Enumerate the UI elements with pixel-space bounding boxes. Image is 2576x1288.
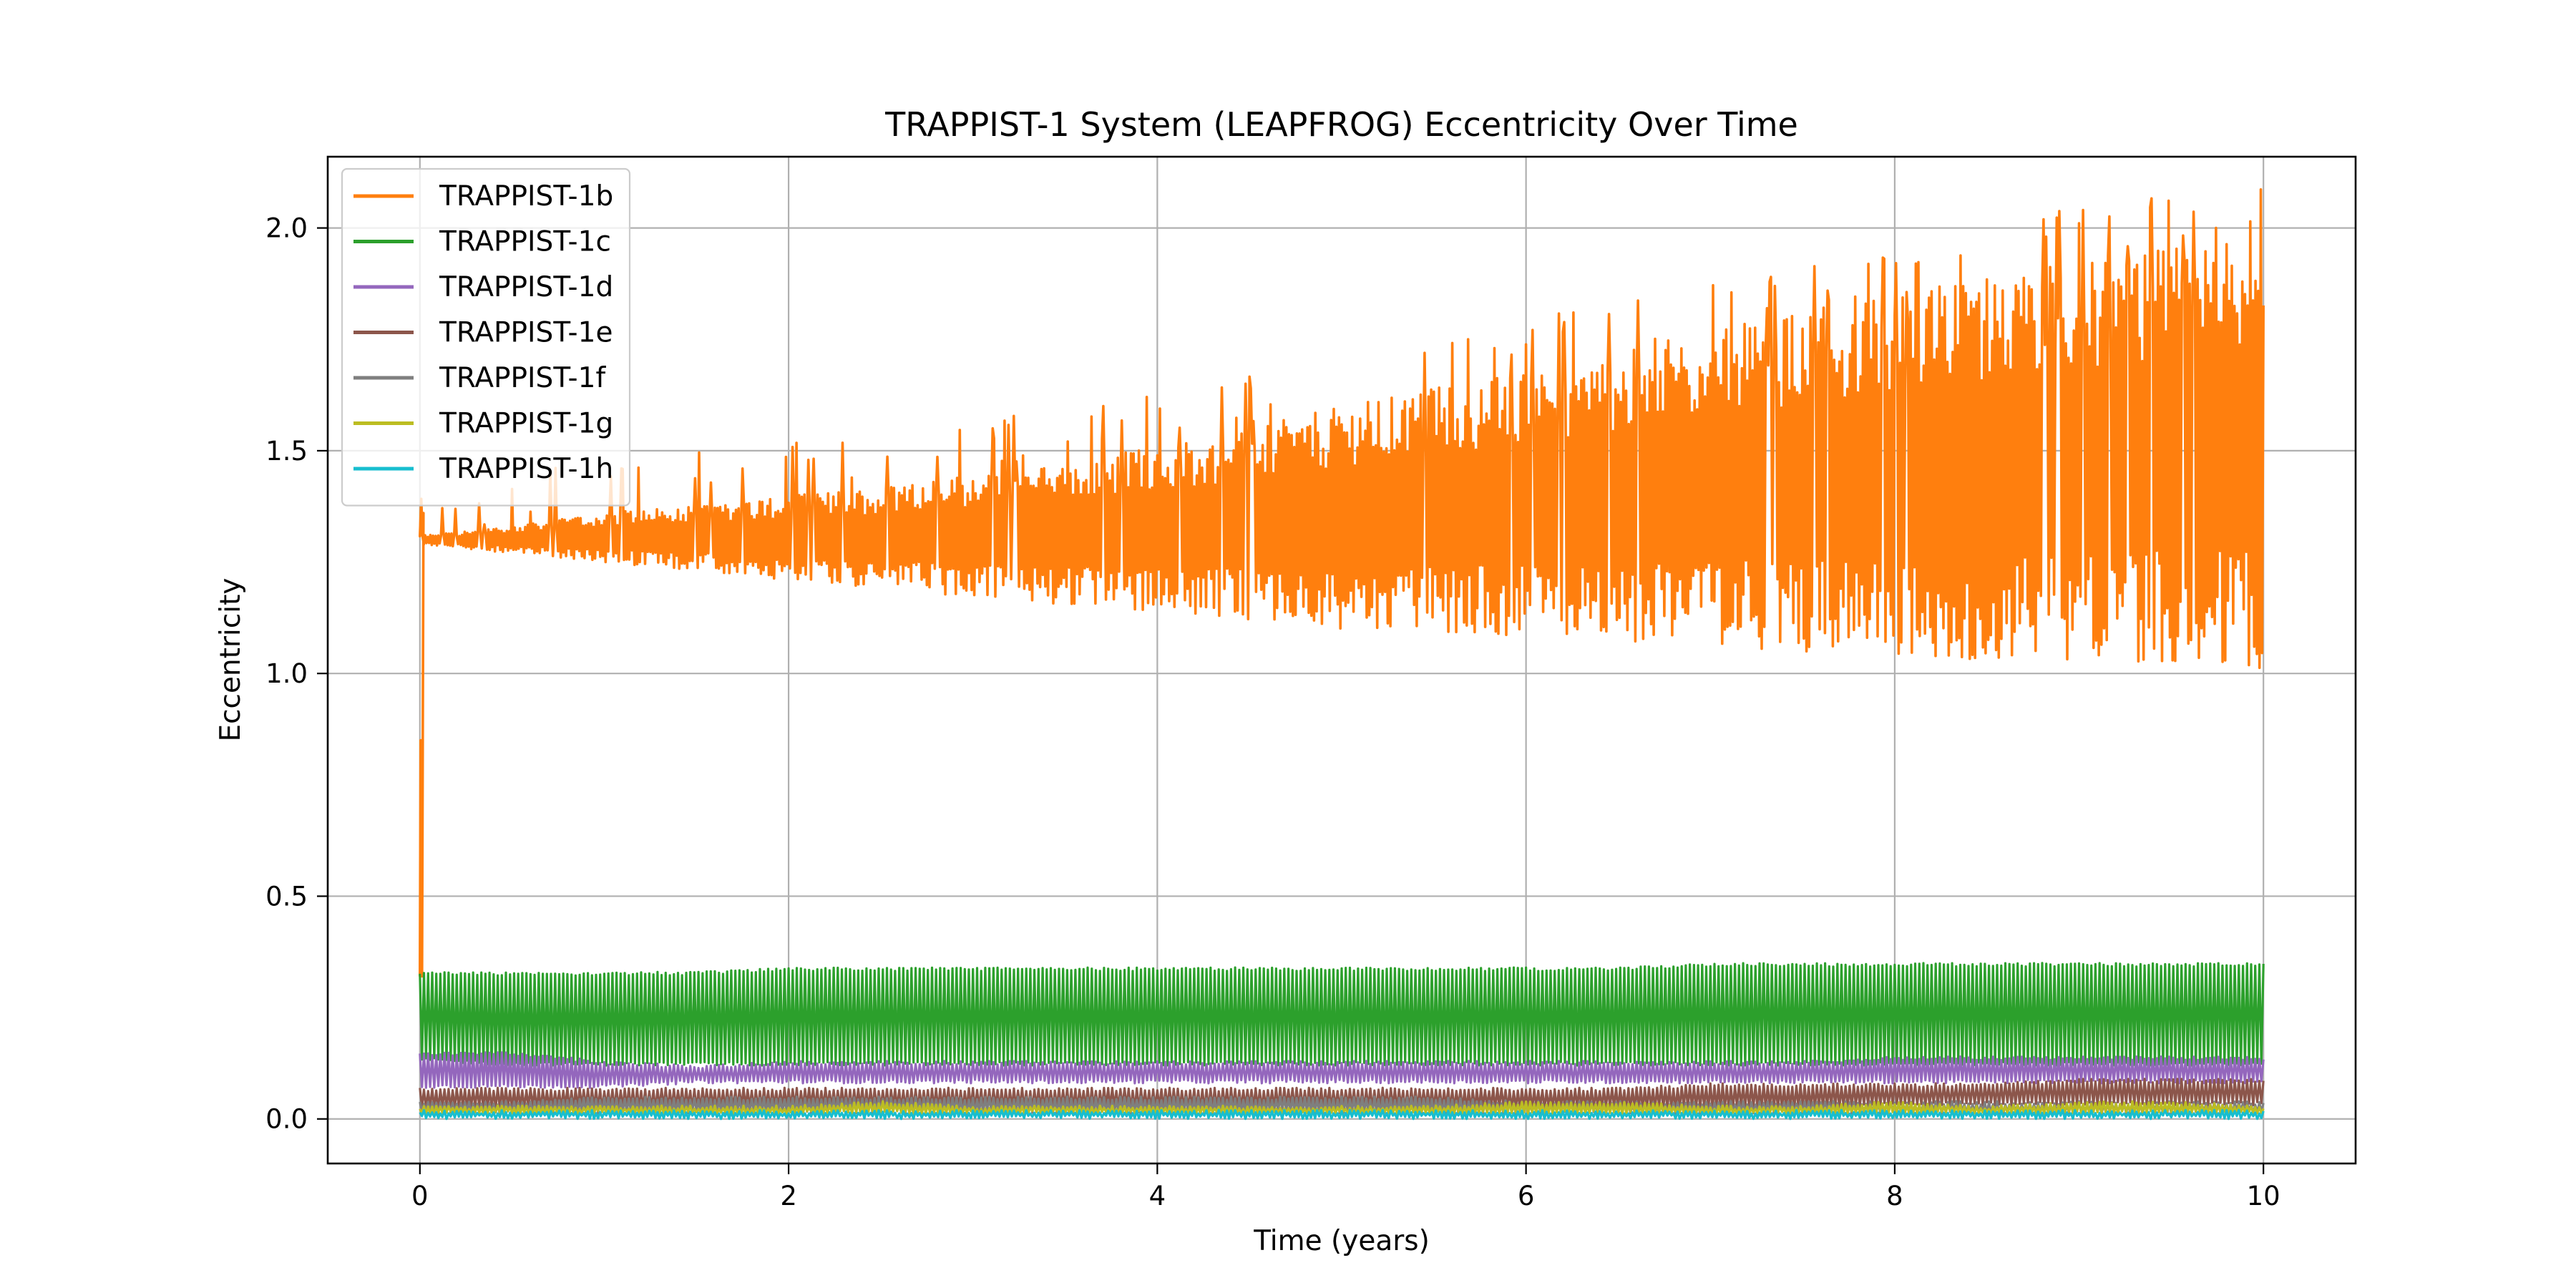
series-trappist-1d	[419, 1051, 2265, 1089]
legend-item: TRAPPIST-1h	[353, 453, 613, 485]
legend-item: TRAPPIST-1d	[353, 271, 613, 303]
x-axis-label: Time (years)	[1253, 1225, 1430, 1257]
legend-label: TRAPPIST-1h	[439, 453, 613, 485]
x-tick-label: 2	[780, 1181, 797, 1211]
x-tick-label: 4	[1149, 1181, 1166, 1211]
y-axis-label: Eccentricity	[215, 577, 247, 741]
plot-frame	[326, 155, 2357, 1165]
series-trappist-1h	[419, 1108, 2265, 1121]
series-trappist-1f	[419, 1096, 2265, 1116]
legend-box	[341, 167, 631, 507]
series-line	[419, 1051, 2265, 1089]
y-tick-label: 1.0	[265, 658, 308, 689]
legend-label: TRAPPIST-1c	[439, 226, 611, 258]
y-tick-label: 1.5	[265, 436, 308, 467]
legend-item: TRAPPIST-1b	[353, 180, 613, 213]
y-tick-label: 2.0	[265, 213, 308, 244]
x-tick-label: 6	[1518, 1181, 1535, 1211]
series-trappist-1g	[419, 1100, 2265, 1116]
y-tick-label: 0.5	[265, 881, 308, 912]
x-tick-label: 10	[2247, 1181, 2280, 1211]
series-trappist-1c	[419, 962, 2265, 1067]
legend-item: TRAPPIST-1c	[353, 226, 611, 258]
series-trappist-1b	[419, 188, 2265, 978]
legend-item: TRAPPIST-1f	[353, 362, 606, 394]
legend-item: TRAPPIST-1e	[353, 317, 613, 349]
series-trappist-1e	[419, 1078, 2265, 1111]
legend-label: TRAPPIST-1d	[439, 271, 613, 303]
series-line	[419, 188, 2265, 978]
x-tick-label: 0	[411, 1181, 429, 1211]
y-tick-label: 0.0	[265, 1104, 308, 1135]
legend-item: TRAPPIST-1g	[353, 408, 613, 440]
series-line	[419, 1096, 2265, 1116]
series-line	[419, 962, 2265, 1067]
legend: TRAPPIST-1b TRAPPIST-1c TRAPPIST-1d TRAPPIS…	[341, 167, 631, 507]
series-line	[419, 1078, 2265, 1111]
series-line	[419, 1100, 2265, 1116]
legend-label: TRAPPIST-1e	[439, 317, 613, 349]
chart-title: TRAPPIST-1 System (LEAPFROG) Eccentricit…	[884, 105, 1798, 144]
x-tick-label: 8	[1886, 1181, 1903, 1211]
legend-label: TRAPPIST-1b	[439, 180, 613, 213]
legend-label: TRAPPIST-1f	[439, 362, 606, 394]
axis-ticks: 0 2 4 6 8 10 0.0 0.5 1.0 1.5 2.0	[265, 213, 2280, 1211]
series-line	[419, 1108, 2265, 1121]
legend-label: TRAPPIST-1g	[439, 408, 613, 440]
series-layer	[419, 188, 2265, 1121]
